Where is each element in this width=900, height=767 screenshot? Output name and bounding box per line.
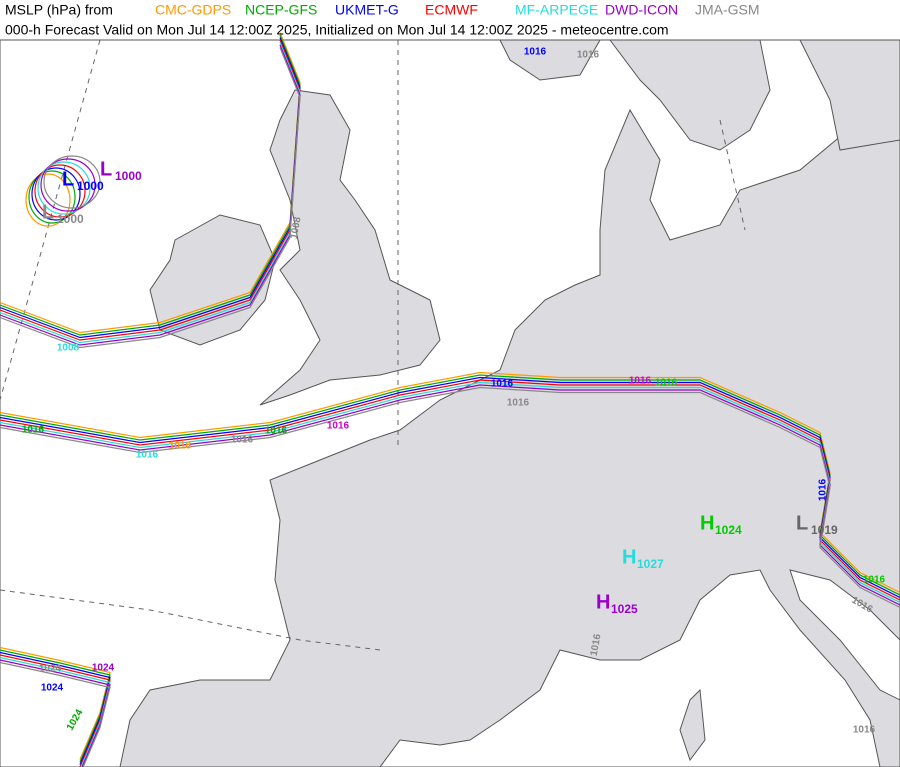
isobar (0, 34, 301, 336)
center-value: 1000 (115, 169, 142, 183)
contour-label: 1016 (629, 376, 652, 387)
contour-label: 1008 (57, 343, 80, 354)
center-value: 1027 (637, 557, 664, 571)
isobar (0, 656, 111, 767)
contour-label: 1016 (863, 575, 886, 586)
isobar (0, 32, 301, 334)
model-name: CMC-GDPS (155, 2, 231, 18)
contour-label: 1008 (289, 216, 304, 240)
ireland (149, 214, 276, 346)
meridian (0, 39, 101, 401)
center-symbol: L (62, 168, 74, 190)
isobar (0, 39, 301, 341)
contour-label: 1016 (818, 478, 829, 501)
contour-label: 1016 (524, 47, 547, 58)
contour-label: 1024 (39, 664, 62, 675)
model-name: MF-ARPEGE (515, 2, 598, 18)
meridian (719, 119, 746, 231)
contour-label: 1016 (169, 441, 192, 452)
isobar (0, 661, 111, 767)
great-britain (259, 89, 441, 406)
contour-label: 1016 (327, 421, 350, 432)
center-symbol: L (100, 158, 112, 180)
isobars (0, 32, 900, 767)
low-ring (28, 170, 76, 224)
contour-label: 1016 (491, 379, 514, 390)
model-name: NCEP-GFS (245, 2, 317, 18)
center-value: 1000 (57, 212, 84, 226)
land (119, 39, 900, 767)
isobar (0, 37, 301, 339)
contour-label: 1024 (41, 683, 64, 694)
adriatic-sea (789, 569, 900, 701)
continent (119, 108, 900, 767)
model-name: DWD-ICON (605, 2, 678, 18)
isobar (0, 42, 301, 344)
contour-label: 1016 (507, 398, 530, 409)
model-name: UKMET-G (335, 2, 399, 18)
low-ring (40, 158, 96, 212)
model-name: JMA-GSM (695, 2, 760, 18)
corsica (679, 688, 706, 762)
isobar (0, 651, 111, 765)
center-symbol: L (42, 201, 54, 223)
center-symbol: L (796, 512, 808, 534)
low-ring (43, 155, 101, 209)
low-ring (37, 161, 91, 215)
contour-label: 1016 (655, 378, 678, 389)
model-name: ECMWF (425, 2, 478, 18)
low-ring (31, 167, 81, 221)
center-value: 1019 (811, 523, 838, 537)
isobar (0, 654, 111, 767)
isobar (0, 649, 111, 763)
isobar (0, 47, 301, 349)
header-title: MSLP (hPa) from (5, 2, 113, 18)
contour-label: 1016 (577, 50, 600, 61)
contour-label: 1016 (231, 435, 254, 446)
contour-label: 1024 (92, 663, 115, 674)
sweden (609, 39, 771, 151)
isobar (0, 646, 111, 760)
isobar (0, 44, 301, 346)
isobar (0, 386, 900, 609)
center-symbol: H (700, 512, 714, 534)
contour-label: 1016 (136, 450, 159, 461)
contour-label: 1016 (589, 633, 604, 657)
parallel (0, 589, 381, 651)
center-value: 1025 (611, 602, 638, 616)
center-symbol: H (596, 591, 610, 613)
finland (799, 39, 900, 151)
contour-label: 1016 (853, 725, 876, 736)
norway (499, 39, 601, 81)
header-subtitle: 000-h Forecast Valid on Mon Jul 14 12:00… (5, 22, 669, 38)
low-ring (34, 164, 86, 218)
contour-label: 1016 (22, 425, 45, 436)
center-symbol: H (622, 546, 636, 568)
low-ring (25, 173, 71, 227)
contour-label: 1016 (265, 426, 288, 437)
graticule (0, 39, 746, 651)
center-value: 1000 (77, 179, 104, 193)
isobar (0, 659, 111, 767)
center-value: 1024 (715, 523, 742, 537)
